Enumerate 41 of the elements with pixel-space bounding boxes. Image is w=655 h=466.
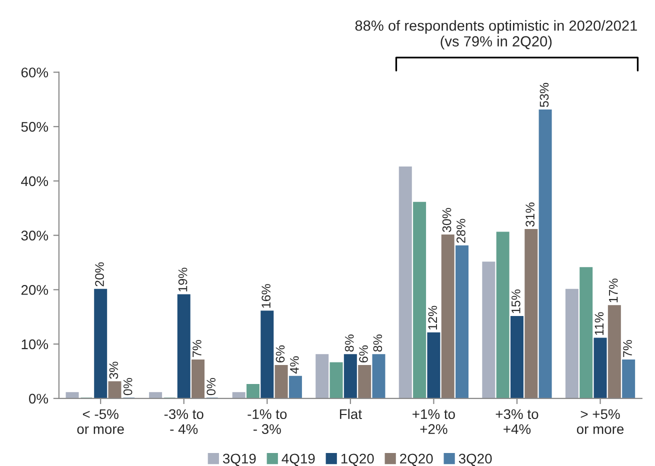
data-label: 8% <box>344 334 354 352</box>
y-tick-label: 30% <box>21 230 48 240</box>
data-label: 6% <box>276 345 285 362</box>
x-tick-label: +1% to +2% <box>412 409 455 434</box>
y-tick-label: 10% <box>22 339 48 350</box>
data-label: 11% <box>594 312 604 335</box>
data-label: 7% <box>192 340 202 357</box>
data-label: 4% <box>290 356 299 374</box>
legend-label: 1Q20 <box>341 454 374 466</box>
x-tick-label: +3% to +4% <box>496 409 538 434</box>
x-tick-label: Flat <box>340 408 362 420</box>
x-tick-label: < -5% or more <box>77 409 124 434</box>
data-label: 16% <box>262 284 270 308</box>
x-tick-label: -1% to - 3% <box>248 409 287 434</box>
y-tick-label: 50% <box>21 122 48 132</box>
data-label: 12% <box>428 306 438 330</box>
legend-label: 3Q20 <box>458 454 492 466</box>
text: 88% of respondents optimistic in 2020/2021 (vs 79% in 2Q20) <box>355 20 637 50</box>
data-label: 28% <box>456 218 466 243</box>
legend-label: 2Q20 <box>400 454 433 466</box>
data-label: 0% <box>206 378 216 396</box>
data-label: 6% <box>359 345 368 362</box>
data-label: 17% <box>608 278 618 302</box>
data-label: 3% <box>109 362 118 379</box>
data-label: 31% <box>526 202 534 227</box>
y-tick-label: 60% <box>21 68 48 78</box>
data-label: 30% <box>442 208 452 232</box>
data-label: 20% <box>95 262 104 286</box>
y-tick-label: 0% <box>29 394 48 404</box>
y-tick-label: 40% <box>21 176 48 186</box>
data-label: 15% <box>512 290 520 314</box>
legend-label: 3Q19 <box>222 454 256 466</box>
data-label: 0% <box>123 378 132 396</box>
y-tick-label: 20% <box>21 285 48 295</box>
legend-label: 4Q19 <box>282 454 315 466</box>
data-label: 7% <box>623 340 632 357</box>
data-label: 19% <box>178 268 188 292</box>
x-tick-label: > +5% or more <box>576 409 624 434</box>
x-tick-label: -3% to - 4% <box>164 409 204 434</box>
data-label: 8% <box>373 334 382 352</box>
data-label: 53% <box>540 82 549 108</box>
